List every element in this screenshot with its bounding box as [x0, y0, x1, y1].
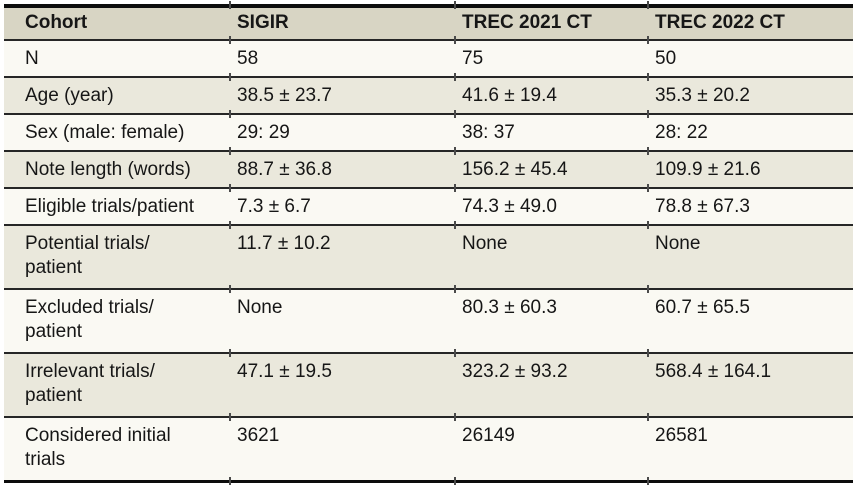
cell-trec-2021-ct: 323.2 ± 93.2	[455, 353, 649, 420]
table-row: Considered initial trials 3621 26149 265…	[4, 417, 853, 484]
cell-trec-2021-ct: 74.3 ± 49.0	[455, 188, 649, 228]
column-header-trec-2022-ct: TREC 2022 CT	[648, 6, 853, 41]
cell-trec-2022-ct: 35.3 ± 20.2	[648, 77, 853, 115]
cell-trec-2022-ct: 109.9 ± 21.6	[648, 151, 853, 189]
row-label: N	[4, 40, 231, 80]
cell-sigir: 7.3 ± 6.7	[230, 188, 456, 228]
table-row: Potential trials/ patient 11.7 ± 10.2 No…	[4, 225, 853, 292]
cell-sigir: 58	[230, 40, 456, 80]
table-row: Sex (male: female) 29: 29 38: 37 28: 22	[4, 114, 853, 154]
cell-sigir: 11.7 ± 10.2	[230, 225, 456, 292]
cohort-statistics-table: Cohort SIGIR TREC 2021 CT TREC 2022 CT N…	[4, 0, 853, 484]
cell-trec-2022-ct: 568.4 ± 164.1	[648, 353, 853, 418]
row-label: Excluded trials/ patient	[4, 289, 231, 356]
cell-trec-2021-ct: None	[455, 225, 649, 292]
table-row: Eligible trials/patient 7.3 ± 6.7 74.3 ±…	[4, 188, 853, 228]
cell-sigir: 88.7 ± 36.8	[230, 151, 456, 191]
table-body: N 58 75 50 Age (year) 38.5 ± 23.7 41.6 ±…	[4, 40, 853, 484]
cell-trec-2022-ct: None	[648, 225, 853, 290]
cell-trec-2022-ct: 26581	[648, 417, 853, 482]
cell-trec-2021-ct: 41.6 ± 19.4	[455, 77, 649, 117]
cell-sigir: 38.5 ± 23.7	[230, 77, 456, 117]
cell-trec-2022-ct: 50	[648, 40, 853, 78]
row-label: Potential trials/ patient	[4, 225, 231, 292]
cell-trec-2022-ct: 60.7 ± 65.5	[648, 289, 853, 354]
row-label: Sex (male: female)	[4, 114, 231, 154]
row-label: Eligible trials/patient	[4, 188, 231, 228]
table-row: Age (year) 38.5 ± 23.7 41.6 ± 19.4 35.3 …	[4, 77, 853, 117]
cell-trec-2022-ct: 28: 22	[648, 114, 853, 152]
cell-sigir: 47.1 ± 19.5	[230, 353, 456, 420]
table-row: Note length (words) 88.7 ± 36.8 156.2 ± …	[4, 151, 853, 191]
cell-trec-2021-ct: 26149	[455, 417, 649, 484]
cell-trec-2021-ct: 156.2 ± 45.4	[455, 151, 649, 191]
cell-trec-2021-ct: 80.3 ± 60.3	[455, 289, 649, 356]
header-row: Cohort SIGIR TREC 2021 CT TREC 2022 CT	[4, 0, 853, 42]
column-header-trec-2021-ct: TREC 2021 CT	[455, 0, 649, 42]
cell-trec-2021-ct: 75	[455, 40, 649, 80]
row-label: Irrelevant trials/ patient	[4, 353, 231, 420]
table-row: Excluded trials/ patient None 80.3 ± 60.…	[4, 289, 853, 356]
row-label: Considered initial trials	[4, 417, 231, 484]
cell-sigir: None	[230, 289, 456, 356]
table-row: N 58 75 50	[4, 40, 853, 80]
cell-trec-2021-ct: 38: 37	[455, 114, 649, 154]
column-header-sigir: SIGIR	[230, 0, 456, 42]
cell-trec-2022-ct: 78.8 ± 67.3	[648, 188, 853, 226]
row-label: Note length (words)	[4, 151, 231, 191]
cell-sigir: 29: 29	[230, 114, 456, 154]
cell-sigir: 3621	[230, 417, 456, 484]
column-header-cohort: Cohort	[4, 0, 231, 42]
row-label: Age (year)	[4, 77, 231, 117]
table-row: Irrelevant trials/ patient 47.1 ± 19.5 3…	[4, 353, 853, 420]
